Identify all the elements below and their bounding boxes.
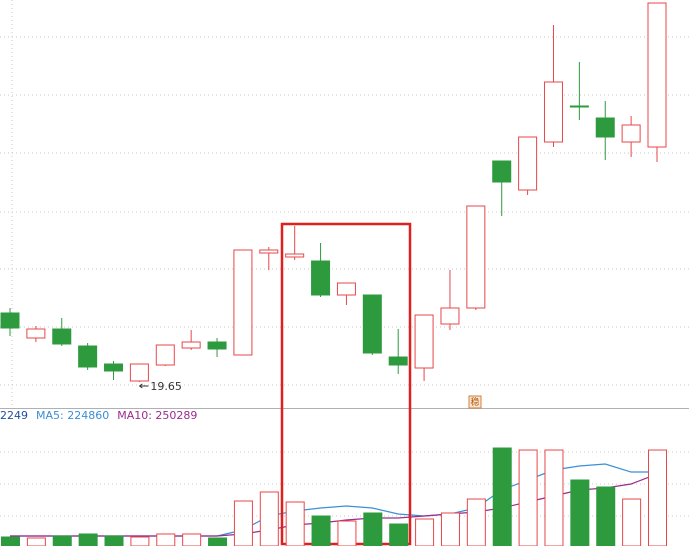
candle-body xyxy=(543,81,563,143)
candle-body xyxy=(492,160,512,183)
candle-body xyxy=(621,124,641,143)
volume-bar xyxy=(518,449,538,546)
low-label: 19.65 xyxy=(150,380,182,393)
volume-bar xyxy=(26,537,46,546)
candle-body xyxy=(595,117,615,138)
candle-body xyxy=(311,260,331,296)
candle-body xyxy=(207,341,227,350)
low-arrow-head xyxy=(139,383,143,389)
candle-body xyxy=(388,356,408,366)
candle-body xyxy=(0,312,20,329)
volume-bar xyxy=(648,449,667,546)
grid xyxy=(0,0,689,517)
candle-body xyxy=(259,249,279,254)
candle-body xyxy=(647,2,667,148)
candle-body xyxy=(362,294,382,354)
volume-bar xyxy=(622,498,642,546)
candle-body xyxy=(104,363,124,372)
volume-bar xyxy=(492,447,512,546)
candle-body xyxy=(569,105,589,108)
volume-bar xyxy=(52,535,72,546)
badge: 稳 xyxy=(470,396,479,408)
candle-body xyxy=(233,249,253,356)
legend-entry: MA10: 250289 xyxy=(117,409,197,422)
legend-entry: MA5: 224860 xyxy=(36,409,109,422)
volume-bar xyxy=(78,533,98,546)
candle-body xyxy=(336,282,356,296)
candle-body xyxy=(440,307,460,325)
volume-bar xyxy=(233,500,253,546)
volume-bar xyxy=(440,512,460,546)
candle-body xyxy=(414,314,434,369)
volume-bar xyxy=(311,515,331,546)
volume-bar xyxy=(596,486,616,546)
volume-bar xyxy=(337,520,357,546)
candle-body xyxy=(129,363,149,382)
candle-body xyxy=(52,328,72,345)
volume-bar xyxy=(1,536,20,546)
badge-box xyxy=(468,395,482,409)
legend-entry: 2249 xyxy=(0,409,28,422)
volume-bar xyxy=(285,501,305,546)
volume-bar xyxy=(466,498,486,546)
candle-body xyxy=(181,341,201,349)
volume-bar xyxy=(104,535,124,546)
volume-bar xyxy=(415,518,435,546)
volume-bar xyxy=(363,512,383,546)
volume-bar xyxy=(544,449,564,546)
volume-bar xyxy=(259,491,279,546)
candle-body xyxy=(466,205,486,309)
candle-body xyxy=(26,328,46,339)
volume-bar xyxy=(182,533,202,546)
volume-bar xyxy=(389,523,409,546)
volume-bar xyxy=(130,536,150,546)
candle-body xyxy=(78,345,98,368)
candle-body xyxy=(155,344,175,366)
volume-bar xyxy=(208,537,228,546)
candle-body xyxy=(285,253,305,258)
volume-bar xyxy=(570,479,590,546)
candle-body xyxy=(518,136,538,191)
volume-bar xyxy=(156,533,176,546)
